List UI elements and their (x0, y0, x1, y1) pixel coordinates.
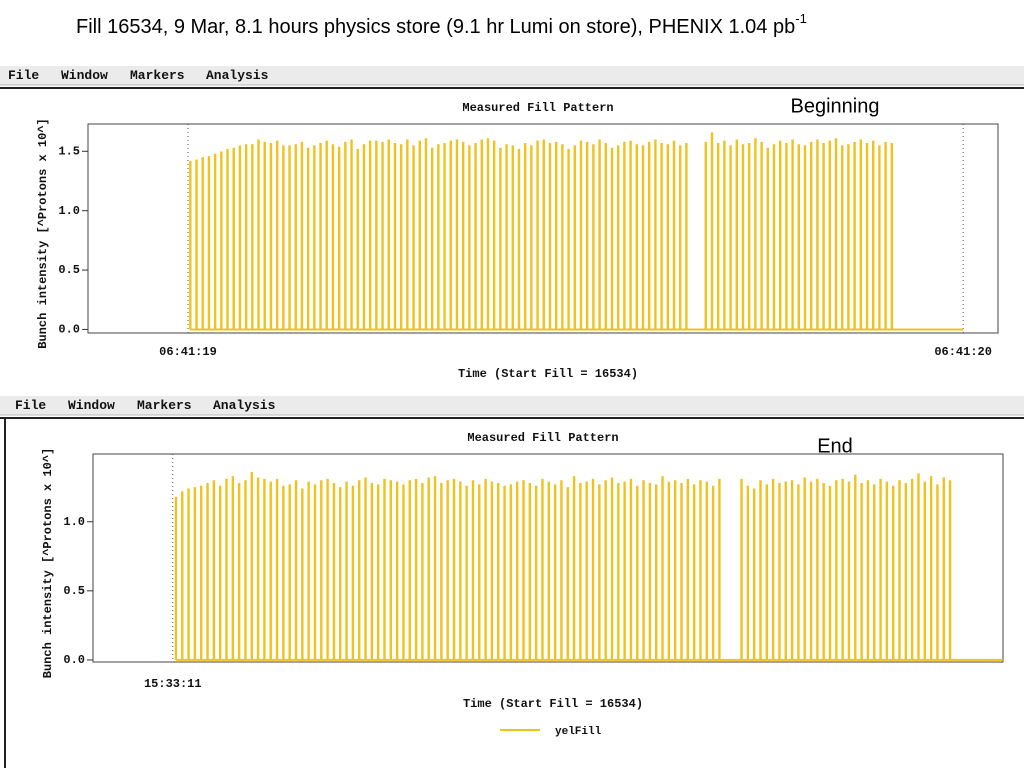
y-tick-label: 0.0 (63, 653, 85, 667)
y-tick-label: 0.5 (58, 263, 80, 277)
annotation: Beginning (791, 95, 880, 117)
x-axis-label: Time (Start Fill = 16534) (458, 367, 638, 381)
menu-item[interactable]: Markers (137, 398, 192, 413)
menu-item[interactable]: File (8, 68, 39, 83)
menu-item[interactable]: Window (68, 398, 115, 413)
menu-item[interactable]: File (15, 398, 46, 413)
y-tick-label: 1.5 (58, 144, 80, 158)
x-axis-label: Time (Start Fill = 16534) (463, 697, 643, 711)
plot-frame (92, 453, 1004, 663)
menu-bar (0, 396, 1024, 415)
slide-title-text: Fill 16534, 9 Mar, 8.1 hours physics sto… (76, 16, 795, 38)
slide-title: Fill 16534, 9 Mar, 8.1 hours physics sto… (76, 11, 807, 38)
menu-item[interactable]: Analysis (213, 398, 276, 413)
y-tick-label: 0.0 (58, 323, 80, 337)
plot-frame (87, 123, 999, 334)
y-axis-label: Bunch intensity [^Protons x 10^] (36, 118, 50, 348)
x-tick-label: 06:41:20 (934, 345, 992, 359)
annotation: End (817, 435, 853, 457)
legend-label: yelFill (555, 726, 602, 738)
menu-bar (0, 66, 1024, 85)
chart-title: Measured Fill Pattern (462, 101, 613, 115)
menu-item[interactable]: Window (61, 68, 108, 83)
y-tick-label: 0.5 (63, 584, 85, 598)
menu-item[interactable]: Markers (130, 68, 185, 83)
chart-title: Measured Fill Pattern (467, 431, 618, 445)
x-tick-label: 06:41:19 (159, 345, 217, 359)
y-axis-label: Bunch intensity [^Protons x 10^] (41, 448, 55, 678)
y-tick-label: 1.0 (58, 204, 80, 218)
x-tick-label: 15:33:11 (144, 677, 202, 691)
menu-item[interactable]: Analysis (206, 68, 269, 83)
slide-title-superscript: -1 (795, 11, 807, 26)
y-tick-label: 1.0 (63, 515, 85, 529)
